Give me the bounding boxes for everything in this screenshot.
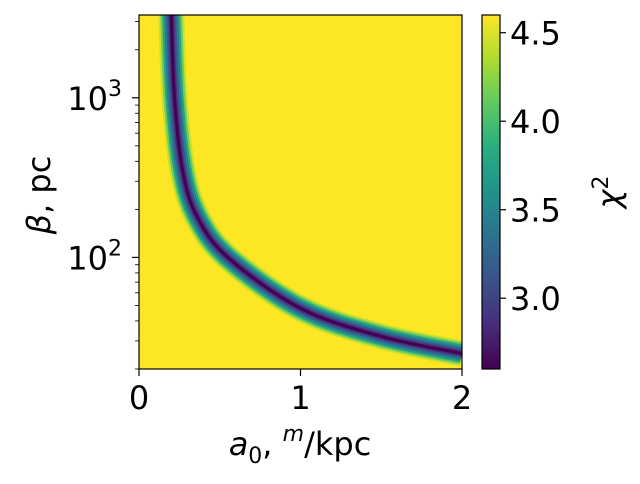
x-axis-label: a0, m/kpc bbox=[229, 422, 372, 469]
x-tick-label: 0 bbox=[129, 379, 149, 417]
colorbar-tick-label: 3.0 bbox=[510, 280, 561, 318]
y-tick-label: 102 bbox=[67, 236, 122, 277]
x-axis: 0 1 2 bbox=[129, 369, 472, 417]
colorbar-tick-label: 4.5 bbox=[510, 15, 561, 53]
valley-band-6 bbox=[169, 15, 462, 355]
colorbar-label: χ2 bbox=[589, 176, 628, 211]
y-axis-label: β, pc bbox=[20, 156, 58, 236]
colorbar-frame bbox=[481, 14, 501, 370]
colorbar-tick-label: 4.0 bbox=[510, 103, 561, 141]
y-axis: 102 103 bbox=[67, 21, 139, 370]
colorbar: 3.0 3.5 4.0 4.5 χ2 bbox=[481, 14, 628, 370]
y-tick-label: 103 bbox=[67, 77, 122, 118]
colorbar-gradient bbox=[482, 15, 500, 369]
colorbar-ticks: 3.0 3.5 4.0 4.5 bbox=[500, 15, 561, 318]
heatmap-plot-area bbox=[138, 14, 463, 370]
x-tick-label: 2 bbox=[452, 379, 472, 417]
heatmap-valley bbox=[158, 15, 462, 367]
x-tick-label: 1 bbox=[290, 379, 310, 417]
colorbar-tick-label: 3.5 bbox=[510, 192, 561, 230]
